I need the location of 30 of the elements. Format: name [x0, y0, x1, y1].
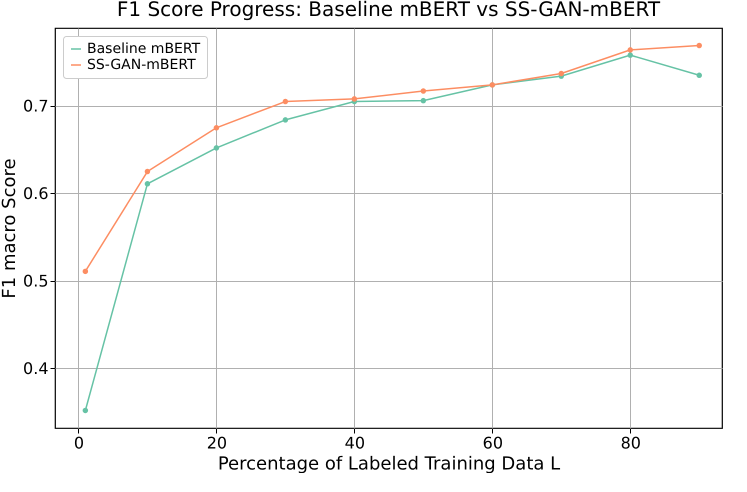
point	[352, 96, 358, 102]
point	[144, 181, 150, 187]
y-tick-label: 0.7	[23, 96, 48, 116]
point	[696, 72, 702, 78]
point	[282, 98, 288, 104]
point	[214, 125, 220, 131]
x-tick-label: 20	[206, 434, 228, 452]
point	[696, 42, 702, 48]
x-tick-label: 60	[482, 434, 503, 452]
legend-label: Baseline mBERT	[87, 41, 201, 57]
point	[628, 47, 633, 53]
y-tick-label: 0.6	[23, 184, 48, 203]
point	[628, 52, 633, 58]
point	[558, 70, 564, 76]
x-tick-label: 80	[620, 434, 641, 452]
point	[144, 168, 150, 174]
x-tick-label: 40	[344, 434, 366, 452]
point	[82, 268, 88, 274]
x-tick-label: 0	[74, 434, 84, 452]
y-tick-label: 0.5	[23, 271, 48, 290]
y-tick-label: 0.4	[23, 358, 48, 378]
point	[420, 88, 426, 94]
legend-label: SS-GAN-mBERT	[87, 57, 196, 73]
point	[214, 145, 220, 151]
point	[282, 117, 288, 123]
y-axis-title: F1 macro Score	[0, 158, 20, 299]
point	[420, 98, 426, 104]
point	[82, 408, 88, 414]
x-axis-title: Percentage of Labeled Training Data L	[218, 454, 560, 474]
chart-title: F1 Score Progress: Baseline mBERT vs SS-GAN-mBERT	[116, 0, 661, 21]
